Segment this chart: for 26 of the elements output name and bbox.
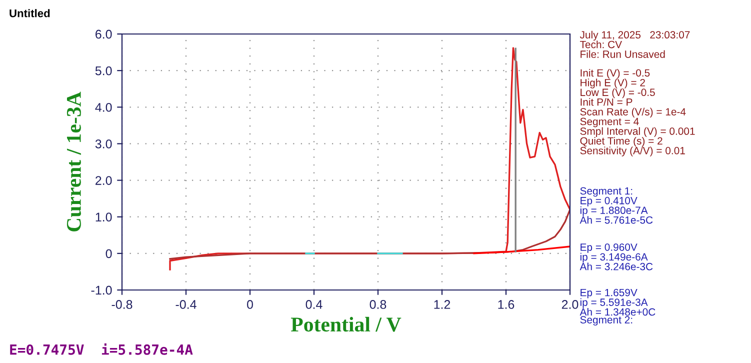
x-tick-label: 2.0	[562, 300, 578, 309]
text: Segment 1: Ep = 0.410V ip = 1.880e-7A Ah = 5.761e-5C	[580, 187, 653, 224]
text: E=0.7475V i=5.587e-4A	[10, 343, 193, 355]
text: Segment 2:	[580, 316, 632, 326]
x-tick-label: 1.2	[434, 300, 450, 309]
y-axis-title: Current / 1e-3A	[66, 92, 81, 232]
y-tick-label: 6.0	[96, 30, 112, 39]
text: Ep = 0.960V ip = 3.149e-6A Ah = 3.246e-3C	[580, 243, 653, 270]
y-tick-label: -1.0	[91, 286, 112, 295]
y-tick-label: 2.0	[96, 176, 112, 185]
x-tick-label: 0.4	[306, 300, 322, 309]
x-axis-title: Potential / V	[290, 316, 402, 332]
x-tick-label: 1.6	[498, 300, 514, 309]
text: Untitled	[10, 9, 50, 18]
text: July 11, 2025 23:03:07 Tech: CV File: Run Unsaved	[580, 30, 690, 58]
x-tick-label: -0.4	[176, 300, 196, 309]
text: Ep = 1.659V ip = 5.591e-3A Ah = 1.348e+0C	[580, 288, 656, 316]
text: Init E (V) = -0.5 High E (V) = 2 Low E (V) = -0.5 Init P/N = P Scan Rate (V/s) = 1e-4 Segment = 4 Smpl Interval (V) = 0.001 Quiet Time (s) = 2 Sensitivity (A/V) = 0.01	[580, 68, 695, 156]
x-tick-label: -0.8	[112, 300, 132, 309]
x-tick-label: 0	[247, 300, 253, 309]
y-tick-label: 4.0	[95, 102, 112, 112]
y-tick-label: 5.0	[95, 66, 112, 76]
y-tick-label: 3.0	[95, 140, 112, 148]
y-tick-label: 1.0	[96, 212, 112, 222]
y-tick-label: 0	[106, 249, 112, 258]
x-tick-label: 0.8	[370, 300, 386, 309]
